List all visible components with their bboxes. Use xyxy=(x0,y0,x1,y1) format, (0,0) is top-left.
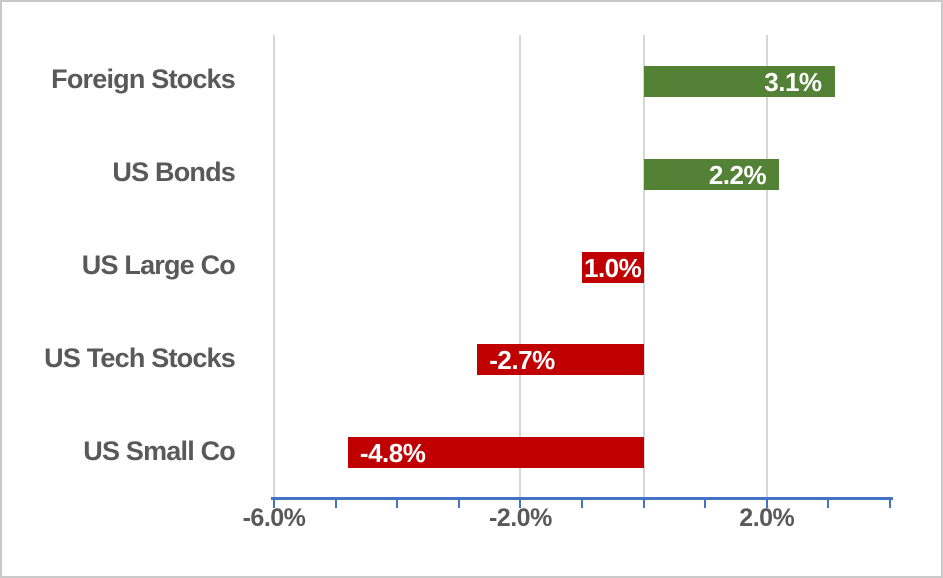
category-label-us-large-co: US Large Co xyxy=(81,250,236,280)
gridline-2pct xyxy=(765,35,768,497)
category-label-foreign-stocks: Foreign Stocks xyxy=(51,64,236,95)
x-axis-tick xyxy=(273,497,275,508)
x-axis-tick xyxy=(457,497,460,508)
bar-value-label-foreign-stocks: 3.1% xyxy=(764,66,822,97)
bar-us-large-co[interactable] xyxy=(582,251,644,283)
x-axis-tick xyxy=(765,497,768,508)
x-axis-tick-label--2-0-: -2.0% xyxy=(488,504,552,532)
bar-value-label-us-small-co: -4.8% xyxy=(359,438,426,469)
category-label-us-bonds: US Bonds xyxy=(112,157,235,188)
x-axis-tick xyxy=(889,497,891,508)
gridline--2pct xyxy=(519,35,522,497)
x-axis-tick xyxy=(519,497,522,508)
x-axis-tick xyxy=(334,497,337,508)
x-axis-tick-label-2-0-: 2.0% xyxy=(739,504,795,532)
bar-us-small-co[interactable] xyxy=(347,437,644,469)
category-label-us-small-co: US Small Co xyxy=(83,435,236,466)
bar-value-label-us-large-co: 1.0% xyxy=(584,252,642,283)
x-axis-tick xyxy=(581,497,583,508)
x-axis-tick xyxy=(704,497,707,508)
gridline-zero xyxy=(642,35,645,497)
bar-us-bonds[interactable] xyxy=(643,158,780,190)
category-label-us-tech-stocks: US Tech Stocks xyxy=(44,342,236,373)
x-axis-tick xyxy=(827,497,830,508)
bar-value-label-us-tech-stocks: -2.7% xyxy=(489,345,555,376)
x-axis-tick-label--6-0-: -6.0% xyxy=(242,504,306,532)
x-axis-tick xyxy=(642,497,645,508)
bar-value-label-us-bonds: 2.2% xyxy=(708,159,767,190)
bar-foreign-stocks[interactable] xyxy=(643,65,835,97)
gridline--6pct xyxy=(273,35,275,497)
bar-us-tech-stocks[interactable] xyxy=(477,344,644,376)
x-axis-tick xyxy=(396,497,399,508)
